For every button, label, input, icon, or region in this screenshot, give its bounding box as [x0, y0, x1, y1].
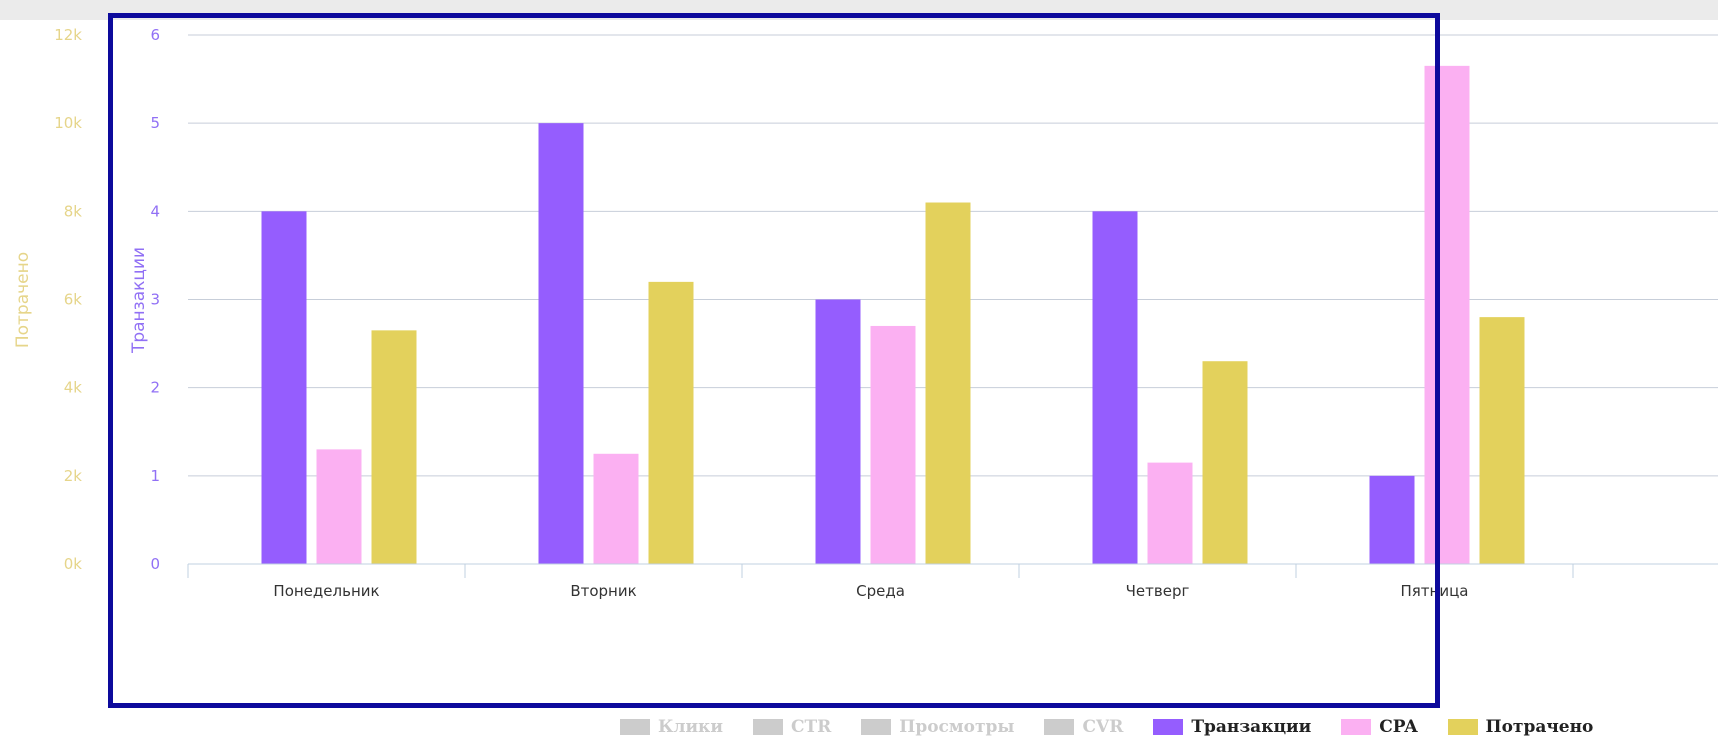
legend-label: Потрачено: [1485, 717, 1594, 737]
bar-Транзакции-Понедельник[interactable]: [261, 211, 307, 565]
category-label: Четверг: [1126, 582, 1190, 600]
inner-axis-ticks: 0 1 2 3 4 5 6: [150, 26, 160, 573]
left-tick-label: 8k: [64, 202, 83, 220]
legend-swatch: [1341, 719, 1372, 735]
bar-CPA-Четверг[interactable]: [1147, 462, 1193, 564]
bars: [261, 65, 1525, 565]
bar-Потрачено-Понедельник[interactable]: [371, 330, 417, 564]
inner-tick-label: 0: [150, 555, 160, 573]
legend-label: Транзакции: [1191, 717, 1312, 737]
legend-item[interactable]: CTR: [752, 717, 832, 737]
inner-tick-label: 3: [150, 291, 160, 309]
legend-item[interactable]: Клики: [620, 717, 723, 737]
left-tick-label: 10k: [54, 114, 82, 132]
inner-axis-title: Транзакции: [129, 247, 149, 354]
bar-CPA-Пятница[interactable]: [1424, 65, 1470, 564]
bar-Транзакции-Пятница[interactable]: [1369, 475, 1415, 564]
category-label: Понедельник: [273, 582, 379, 600]
inner-tick-label: 5: [150, 114, 160, 132]
x-axis: [187, 563, 1718, 578]
bar-Потрачено-Среда[interactable]: [925, 202, 971, 564]
legend-item[interactable]: CPA: [1341, 717, 1418, 737]
legend-item[interactable]: Просмотры: [861, 717, 1014, 737]
legend-swatch: [620, 719, 650, 735]
legend-label: CPA: [1379, 717, 1418, 737]
bar-CPA-Вторник[interactable]: [593, 453, 639, 564]
inner-tick-label: 4: [150, 202, 160, 220]
chart-legend: Клики CTR Просмотры CVR Транзакции CPA Потраче…: [620, 716, 1593, 738]
legend-item[interactable]: CVR: [1044, 717, 1123, 737]
left-axis-title: Потрачено: [13, 252, 33, 348]
left-axis-ticks: 0k 2k 4k 6k 8k 10k 12k: [54, 26, 82, 573]
inner-tick-label: 1: [150, 467, 160, 485]
legend-label: CTR: [790, 717, 832, 737]
bar-Транзакции-Среда[interactable]: [815, 299, 861, 565]
legend-swatch: [861, 719, 892, 735]
left-tick-label: 2k: [64, 467, 83, 485]
inner-tick-label: 6: [150, 26, 160, 44]
category-label: Среда: [856, 582, 905, 600]
legend-swatch: [1044, 719, 1075, 735]
category-labels: Понедельник Вторник Среда Четверг Пятница: [273, 582, 1468, 600]
legend-swatch: [752, 719, 783, 735]
bar-CPA-Понедельник[interactable]: [316, 449, 362, 564]
bar-Транзакции-Четверг[interactable]: [1092, 211, 1138, 565]
bar-Потрачено-Пятница[interactable]: [1479, 317, 1525, 564]
legend-swatch: [1447, 719, 1478, 735]
bar-CPA-Среда[interactable]: [870, 325, 916, 564]
legend-item[interactable]: Транзакции: [1153, 717, 1311, 737]
legend-label: Клики: [658, 717, 723, 737]
left-tick-label: 4k: [64, 379, 83, 397]
legend-item[interactable]: Потрачено: [1447, 717, 1594, 737]
legend-label: Просмотры: [899, 717, 1015, 737]
bar-Транзакции-Вторник[interactable]: [538, 123, 584, 565]
legend-label: CVR: [1082, 717, 1124, 737]
left-tick-label: 6k: [64, 291, 83, 309]
bar-Потрачено-Четверг[interactable]: [1202, 361, 1248, 564]
category-label: Вторник: [570, 582, 636, 600]
legend-swatch: [1153, 719, 1184, 735]
left-tick-label: 12k: [54, 26, 82, 44]
category-label: Пятница: [1401, 582, 1469, 600]
bar-Потрачено-Вторник[interactable]: [648, 281, 694, 564]
left-tick-label: 0k: [64, 555, 83, 573]
inner-tick-label: 2: [150, 379, 160, 397]
